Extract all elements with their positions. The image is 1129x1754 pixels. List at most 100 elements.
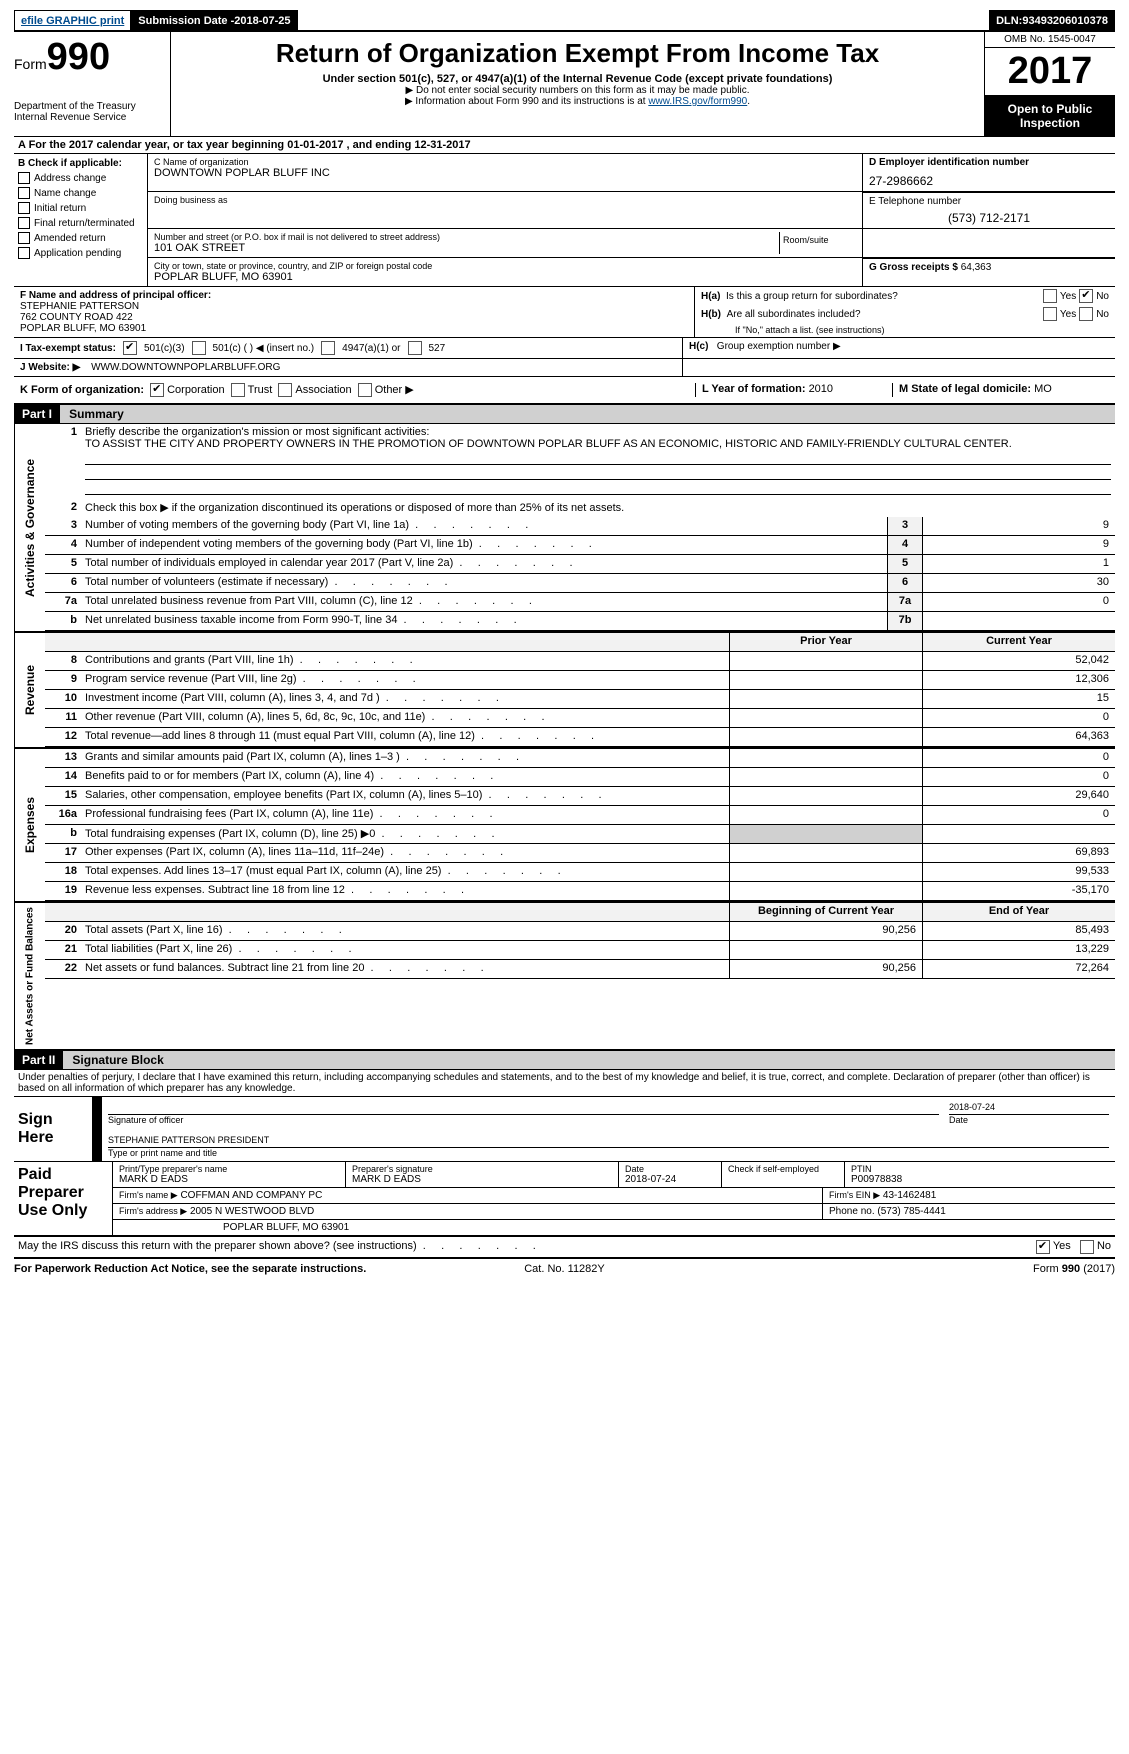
may-yes-checkbox[interactable] <box>1036 1240 1050 1254</box>
i-501c-checkbox[interactable] <box>192 341 206 355</box>
line1-label: Briefly describe the organization's miss… <box>85 426 429 438</box>
part2-title: Signature Block <box>66 1053 163 1067</box>
line-prior <box>729 749 922 767</box>
k-other-checkbox[interactable] <box>358 383 372 397</box>
line-current: 72,264 <box>922 960 1115 978</box>
k-corp-checkbox[interactable] <box>150 383 164 397</box>
gov-line-value: 9 <box>922 536 1115 554</box>
city-label: City or town, state or province, country… <box>154 261 856 271</box>
gov-line-box: 7a <box>887 593 922 611</box>
end-year-header: End of Year <box>922 903 1115 921</box>
line-prior <box>729 671 922 689</box>
line-current: 0 <box>922 749 1115 767</box>
line-text: Grants and similar amounts paid (Part IX… <box>81 749 729 767</box>
part1-title: Summary <box>63 407 124 421</box>
i-501c3-checkbox[interactable] <box>123 341 137 355</box>
irs-link[interactable]: www.IRS.gov/form990 <box>648 96 747 107</box>
line-current: 15 <box>922 690 1115 708</box>
ha-label: H(a) <box>701 291 720 302</box>
line-prior <box>729 728 922 746</box>
line-text: Total revenue—add lines 8 through 11 (mu… <box>81 728 729 746</box>
i-4947-checkbox[interactable] <box>321 341 335 355</box>
gov-line-text: Total number of individuals employed in … <box>81 555 887 573</box>
line-current: 13,229 <box>922 941 1115 959</box>
sign-here-label: Sign Here <box>14 1097 92 1161</box>
preparer-sig: MARK D EADS <box>352 1174 612 1185</box>
hb-yes-checkbox[interactable] <box>1043 307 1057 321</box>
j-website-label: J Website: ▶ <box>20 362 80 373</box>
line-prior <box>729 941 922 959</box>
begin-year-header: Beginning of Current Year <box>729 903 922 921</box>
line-current: 12,306 <box>922 671 1115 689</box>
line-prior <box>729 652 922 670</box>
ptin: P00978838 <box>851 1174 1109 1185</box>
line-text: Investment income (Part VIII, column (A)… <box>81 690 729 708</box>
hb-note: If "No," attach a list. (see instruction… <box>695 323 1115 337</box>
ha-no-checkbox[interactable] <box>1079 289 1093 303</box>
j-website-value: WWW.DOWNTOWNPOPLARBLUFF.ORG <box>91 362 280 373</box>
line-text: Program service revenue (Part VIII, line… <box>81 671 729 689</box>
gov-line-box: 7b <box>887 612 922 630</box>
line-current: 0 <box>922 806 1115 824</box>
line-current <box>922 825 1115 843</box>
gov-line-text: Total unrelated business revenue from Pa… <box>81 593 887 611</box>
prior-year-header: Prior Year <box>729 633 922 651</box>
line-current: 0 <box>922 768 1115 786</box>
l-year: L Year of formation: 2010 <box>695 383 892 397</box>
hb-no-checkbox[interactable] <box>1079 307 1093 321</box>
dba-label: Doing business as <box>154 195 856 205</box>
self-employed: Check if self-employed <box>722 1162 845 1187</box>
efile-link[interactable]: efile GRAPHIC print <box>14 10 131 30</box>
line-prior <box>729 844 922 862</box>
line-prior: 90,256 <box>729 922 922 940</box>
tax-year: 2017 <box>985 48 1115 96</box>
hb-text: Are all subordinates included? <box>727 309 861 320</box>
gov-line-value: 0 <box>922 593 1115 611</box>
form-header: Form990 Department of the Treasury Inter… <box>14 32 1115 137</box>
gov-line-text: Net unrelated business taxable income fr… <box>81 612 887 630</box>
line1-value: TO ASSIST THE CITY AND PROPERTY OWNERS I… <box>85 438 1012 450</box>
k-trust-checkbox[interactable] <box>231 383 245 397</box>
line-text: Total assets (Part X, line 16) <box>81 922 729 940</box>
gov-line-box: 5 <box>887 555 922 573</box>
form-number: Form990 <box>14 36 164 79</box>
i-527-checkbox[interactable] <box>408 341 422 355</box>
dept-treasury: Department of the Treasury <box>14 101 164 112</box>
line-prior <box>729 882 922 900</box>
subtitle-1: Under section 501(c), 527, or 4947(a)(1)… <box>181 73 974 85</box>
line-text: Net assets or fund balances. Subtract li… <box>81 960 729 978</box>
line-text: Total liabilities (Part X, line 26) <box>81 941 729 959</box>
e-phone-value: (573) 712-2171 <box>869 211 1109 225</box>
line-text: Other revenue (Part VIII, column (A), li… <box>81 709 729 727</box>
gov-line-text: Total number of volunteers (estimate if … <box>81 574 887 592</box>
sig-name: STEPHANIE PATTERSON PRESIDENT <box>108 1133 1109 1148</box>
line-text: Salaries, other compensation, employee b… <box>81 787 729 805</box>
open-public: Open to PublicInspection <box>985 96 1115 136</box>
may-discuss-text: May the IRS discuss this return with the… <box>18 1240 1033 1254</box>
line-prior <box>729 825 922 843</box>
gov-line-box: 6 <box>887 574 922 592</box>
k-assoc-checkbox[interactable] <box>278 383 292 397</box>
line-text: Contributions and grants (Part VIII, lin… <box>81 652 729 670</box>
street-value: 101 OAK STREET <box>154 242 779 254</box>
line-current: -35,170 <box>922 882 1115 900</box>
d-ein-value: 27-2986662 <box>869 174 1109 188</box>
line-current: 99,533 <box>922 863 1115 881</box>
part1-header: Part I <box>14 405 60 423</box>
omb-number: OMB No. 1545-0047 <box>985 32 1115 48</box>
line-prior: 90,256 <box>729 960 922 978</box>
row-a-tax-year: A For the 2017 calendar year, or tax yea… <box>14 137 1115 154</box>
line-prior <box>729 787 922 805</box>
ha-yes-checkbox[interactable] <box>1043 289 1057 303</box>
gov-line-value: 9 <box>922 517 1115 535</box>
may-no-checkbox[interactable] <box>1080 1240 1094 1254</box>
line-current: 64,363 <box>922 728 1115 746</box>
line-prior <box>729 806 922 824</box>
f-officer: F Name and address of principal officer:… <box>14 287 694 337</box>
city-value: POPLAR BLUFF, MO 63901 <box>154 271 856 283</box>
line-text: Revenue less expenses. Subtract line 18 … <box>81 882 729 900</box>
sig-date: 2018-07-24 <box>949 1100 1109 1115</box>
line-current: 85,493 <box>922 922 1115 940</box>
preparer-date: 2018-07-24 <box>625 1174 715 1185</box>
ha-text: Is this a group return for subordinates? <box>726 291 898 302</box>
